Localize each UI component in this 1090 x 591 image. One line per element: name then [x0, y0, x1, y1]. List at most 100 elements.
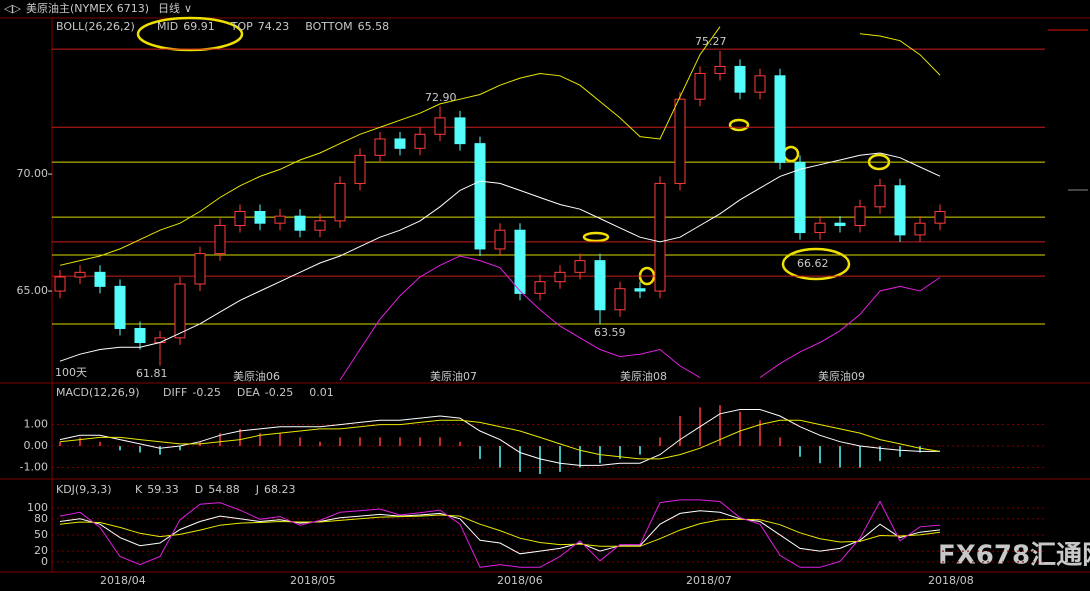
- legend-name: K: [135, 483, 143, 496]
- candle-body: [514, 229, 526, 294]
- legend-value: 54.88: [208, 483, 240, 496]
- legend-name: D: [195, 483, 203, 496]
- indicator-line: [59, 510, 941, 555]
- indicator-line: [59, 419, 941, 460]
- legend-name: MID: [157, 20, 178, 33]
- candle-body: [354, 154, 366, 184]
- candle-body: [314, 220, 326, 231]
- candle-body: [414, 133, 426, 149]
- y-tick-label: 70.00: [17, 167, 49, 180]
- candle-body: [94, 271, 106, 287]
- legend-value: 74.23: [258, 20, 290, 33]
- indicator-line: [59, 499, 941, 568]
- candle-body: [934, 210, 946, 224]
- x-tick-label: 2018/04: [100, 574, 146, 587]
- indicator-line: [59, 409, 940, 466]
- candle-body: [854, 206, 866, 227]
- legend-value: -0.25: [265, 386, 293, 399]
- indicator-line: [59, 152, 941, 362]
- period-label: 美原油06: [233, 369, 280, 383]
- candle-body: [634, 288, 646, 292]
- period-dropdown[interactable]: ∨: [184, 2, 192, 15]
- legend-name: J: [255, 483, 259, 496]
- candle-body: [234, 210, 246, 227]
- candle-body: [874, 185, 886, 208]
- indicator-line: [59, 514, 941, 547]
- candle-body: [614, 288, 626, 311]
- legend-title: KDJ(9,3,3): [56, 483, 112, 496]
- candle-body: [914, 222, 926, 236]
- period-label: 美原油09: [818, 369, 865, 383]
- candle-body: [654, 182, 666, 292]
- legend-value: 69.91: [183, 20, 215, 33]
- y-tick-label: 20: [34, 544, 48, 557]
- candle-body: [714, 65, 726, 74]
- legend-name: BOTTOM: [305, 20, 352, 33]
- x-tick-label: 2018/08: [928, 574, 974, 587]
- candle-body: [834, 222, 846, 227]
- candle-body: [134, 327, 146, 344]
- legend-name: DIFF: [163, 386, 187, 399]
- candle-body: [194, 253, 206, 285]
- legend-title: MACD(12,26,9): [56, 386, 140, 399]
- legend-value: 0.01: [309, 386, 334, 399]
- candle-body: [494, 229, 506, 250]
- legend-value: 59.33: [147, 483, 179, 496]
- y-tick-label: 0.00: [24, 439, 49, 452]
- candle-body: [214, 225, 226, 255]
- highlight: [582, 231, 610, 243]
- candle-body: [74, 271, 86, 278]
- indicator-line: [59, 26, 941, 266]
- candle-body: [794, 161, 806, 234]
- candle-body: [374, 138, 386, 156]
- annotation: 75.27: [695, 35, 727, 48]
- annotation: 61.81: [136, 367, 168, 380]
- candle-body: [474, 143, 486, 250]
- candle-body: [334, 182, 346, 222]
- range-label: 100天: [55, 366, 87, 379]
- candle-body: [114, 285, 126, 329]
- y-tick-label: 50: [34, 528, 48, 541]
- candle-body: [294, 215, 306, 231]
- indicator-line: [339, 255, 941, 381]
- highlight: [136, 16, 244, 52]
- nav-icon[interactable]: ◁▷: [4, 2, 21, 15]
- x-tick-label: 2018/06: [497, 574, 543, 587]
- legend-value: -0.25: [192, 386, 220, 399]
- candle-body: [894, 185, 906, 236]
- legend-value: 68.23: [264, 483, 296, 496]
- candle-body: [594, 260, 606, 311]
- period-label: 美原油08: [620, 369, 667, 383]
- candle-body: [814, 222, 826, 234]
- candle-body: [394, 138, 406, 149]
- legend-name: TOP: [230, 20, 253, 33]
- legend-title: BOLL(26,26,2): [56, 20, 135, 33]
- candle-body: [694, 72, 706, 100]
- y-tick-label: -1.00: [20, 461, 48, 474]
- candle-body: [274, 215, 286, 224]
- candle-body: [154, 337, 166, 344]
- candle-body: [754, 75, 766, 93]
- candle-body: [54, 276, 66, 292]
- candle-body: [454, 117, 466, 145]
- annotation: 72.90: [425, 91, 457, 104]
- legend-value: 65.58: [358, 20, 390, 33]
- candle-body: [554, 271, 566, 283]
- legend-name: DEA: [237, 386, 260, 399]
- candle-body: [534, 281, 546, 294]
- candle-body: [254, 210, 266, 224]
- candle-body: [434, 117, 446, 135]
- watermark: FX678汇通网: [938, 541, 1090, 571]
- candle-body: [734, 65, 746, 93]
- x-tick-label: 2018/05: [290, 574, 336, 587]
- candle-body: [674, 98, 686, 184]
- y-tick-label: 100: [27, 501, 48, 514]
- period[interactable]: 日线: [158, 1, 180, 15]
- candle-body: [574, 260, 586, 273]
- annotation: 63.59: [594, 326, 626, 339]
- y-tick-label: 80: [34, 512, 48, 525]
- y-tick-label: 1.00: [24, 418, 49, 431]
- symbol[interactable]: 美原油主(NYMEX 6713): [26, 1, 149, 15]
